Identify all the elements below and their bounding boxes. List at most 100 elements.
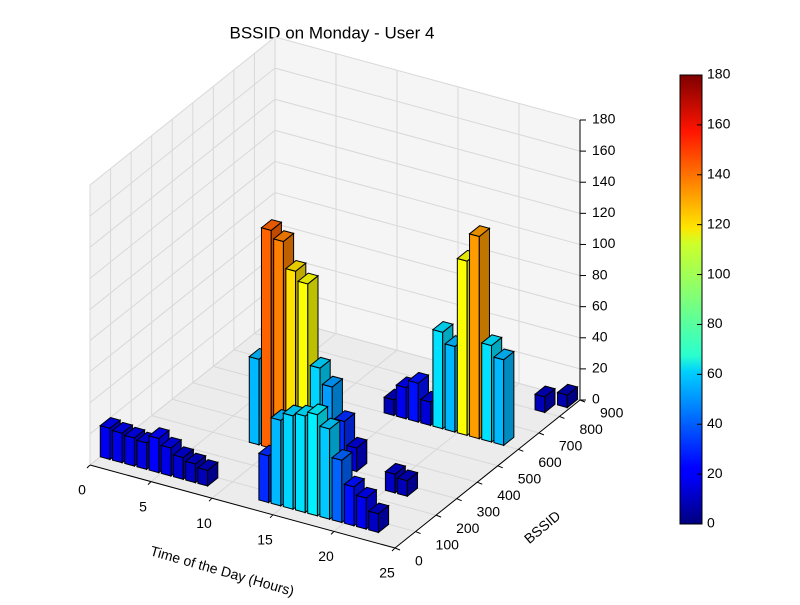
- bar-top: [184, 452, 207, 465]
- y-tick-label: 300: [477, 503, 501, 519]
- grid-line: [274, 285, 581, 370]
- grid-line: [89, 254, 276, 404]
- bar-top: [123, 426, 146, 439]
- grid-line: [274, 223, 581, 308]
- bar-front: [343, 483, 355, 527]
- bar-top: [556, 383, 579, 396]
- bar-top: [355, 486, 378, 499]
- bar-front: [148, 435, 160, 474]
- bar-top: [407, 371, 430, 384]
- axis-line: [89, 464, 396, 549]
- colorbar-tick-label: 60: [707, 365, 723, 381]
- x-tick-label: 5: [139, 498, 147, 514]
- grid-line: [274, 129, 581, 214]
- bar-front: [456, 257, 468, 437]
- bar-front: [493, 356, 505, 447]
- x-tick: [330, 531, 335, 535]
- x-tick-label: 10: [196, 515, 212, 531]
- z-tick-label: 140: [592, 173, 616, 189]
- y-tick: [477, 481, 483, 485]
- y-tick-label: 800: [579, 421, 603, 437]
- bar-front: [307, 411, 318, 517]
- bar-front: [160, 444, 172, 477]
- colorbar-tick-label: 80: [707, 315, 723, 331]
- colorbar: [679, 74, 703, 525]
- bar-front: [248, 356, 260, 446]
- x-tick: [208, 497, 213, 502]
- bar: [345, 436, 368, 473]
- z-tick-label: 100: [592, 235, 616, 251]
- bar-front: [444, 343, 456, 433]
- y-tick: [559, 415, 565, 419]
- bar-front: [294, 412, 306, 514]
- bar-top: [172, 446, 195, 459]
- colorbar-tick-label: 160: [707, 116, 731, 132]
- chart-title: BSSID on Monday - User 4: [229, 23, 434, 42]
- bar-front: [258, 452, 270, 504]
- y-tick-label: 500: [518, 470, 542, 486]
- x-tick-label: 0: [78, 482, 86, 498]
- colorbar-tick-label: 180: [707, 66, 731, 82]
- colorbar-tick-label: 40: [707, 415, 723, 431]
- grid-line: [89, 36, 276, 186]
- z-tick-label: 40: [592, 328, 608, 344]
- x-tick-label: 20: [318, 548, 334, 564]
- bar-top: [260, 219, 283, 231]
- y-tick-label: 0: [415, 553, 423, 569]
- colorbar-tick-label: 140: [707, 165, 731, 181]
- y-axis-label: BSSID: [521, 507, 563, 546]
- bar-top: [309, 356, 332, 369]
- z-tick-label: 60: [592, 297, 608, 313]
- bar-top: [492, 348, 515, 361]
- z-tick-label: 180: [592, 111, 616, 127]
- bar-front: [481, 342, 492, 443]
- grid-line: [274, 36, 581, 121]
- bar-front: [185, 460, 196, 484]
- bar-front: [368, 510, 379, 534]
- y-tick-label: 200: [456, 520, 480, 536]
- bar: [492, 348, 515, 447]
- x-tick: [269, 514, 274, 519]
- grid-line: [274, 192, 581, 277]
- grid-line: [89, 98, 276, 248]
- bar-top: [345, 436, 368, 449]
- grid-line: [89, 285, 276, 435]
- y-tick: [538, 432, 545, 436]
- grid-line: [89, 161, 276, 310]
- y-tick: [435, 514, 442, 518]
- x-tick: [147, 481, 152, 485]
- colorbar-tick-label: 0: [707, 515, 715, 531]
- x-tick: [86, 464, 91, 469]
- bar: [396, 469, 419, 498]
- y-tick-label: 900: [600, 405, 624, 421]
- grid-line: [89, 129, 276, 279]
- x-axis-label: Time of the Day (Hours): [149, 543, 297, 599]
- bar-top: [321, 375, 344, 388]
- bar-top: [147, 427, 171, 440]
- grid-line: [274, 98, 581, 183]
- z-tick-label: 20: [592, 360, 608, 376]
- bar: [556, 383, 579, 409]
- z-tick-label: 160: [592, 142, 616, 158]
- bar-front: [260, 227, 272, 449]
- y-tick: [415, 531, 421, 535]
- bar-front: [469, 233, 480, 440]
- y-tick-label: 400: [497, 487, 521, 503]
- grid-line: [89, 192, 276, 341]
- bar-top: [284, 259, 307, 272]
- z-tick-label: 0: [592, 391, 600, 407]
- colorbar-tick-label: 120: [707, 215, 731, 231]
- bar-front: [136, 439, 148, 471]
- bar-top: [306, 403, 329, 416]
- bar-front: [319, 425, 331, 520]
- bar-front: [111, 429, 123, 464]
- bar-top: [384, 462, 407, 475]
- bar-top: [333, 410, 356, 423]
- x-tick: [391, 547, 396, 552]
- bar-top: [330, 448, 354, 461]
- z-tick-label: 80: [592, 266, 608, 282]
- grid-line: [274, 67, 581, 152]
- y-tick-label: 600: [538, 454, 562, 470]
- bar-front: [124, 434, 135, 467]
